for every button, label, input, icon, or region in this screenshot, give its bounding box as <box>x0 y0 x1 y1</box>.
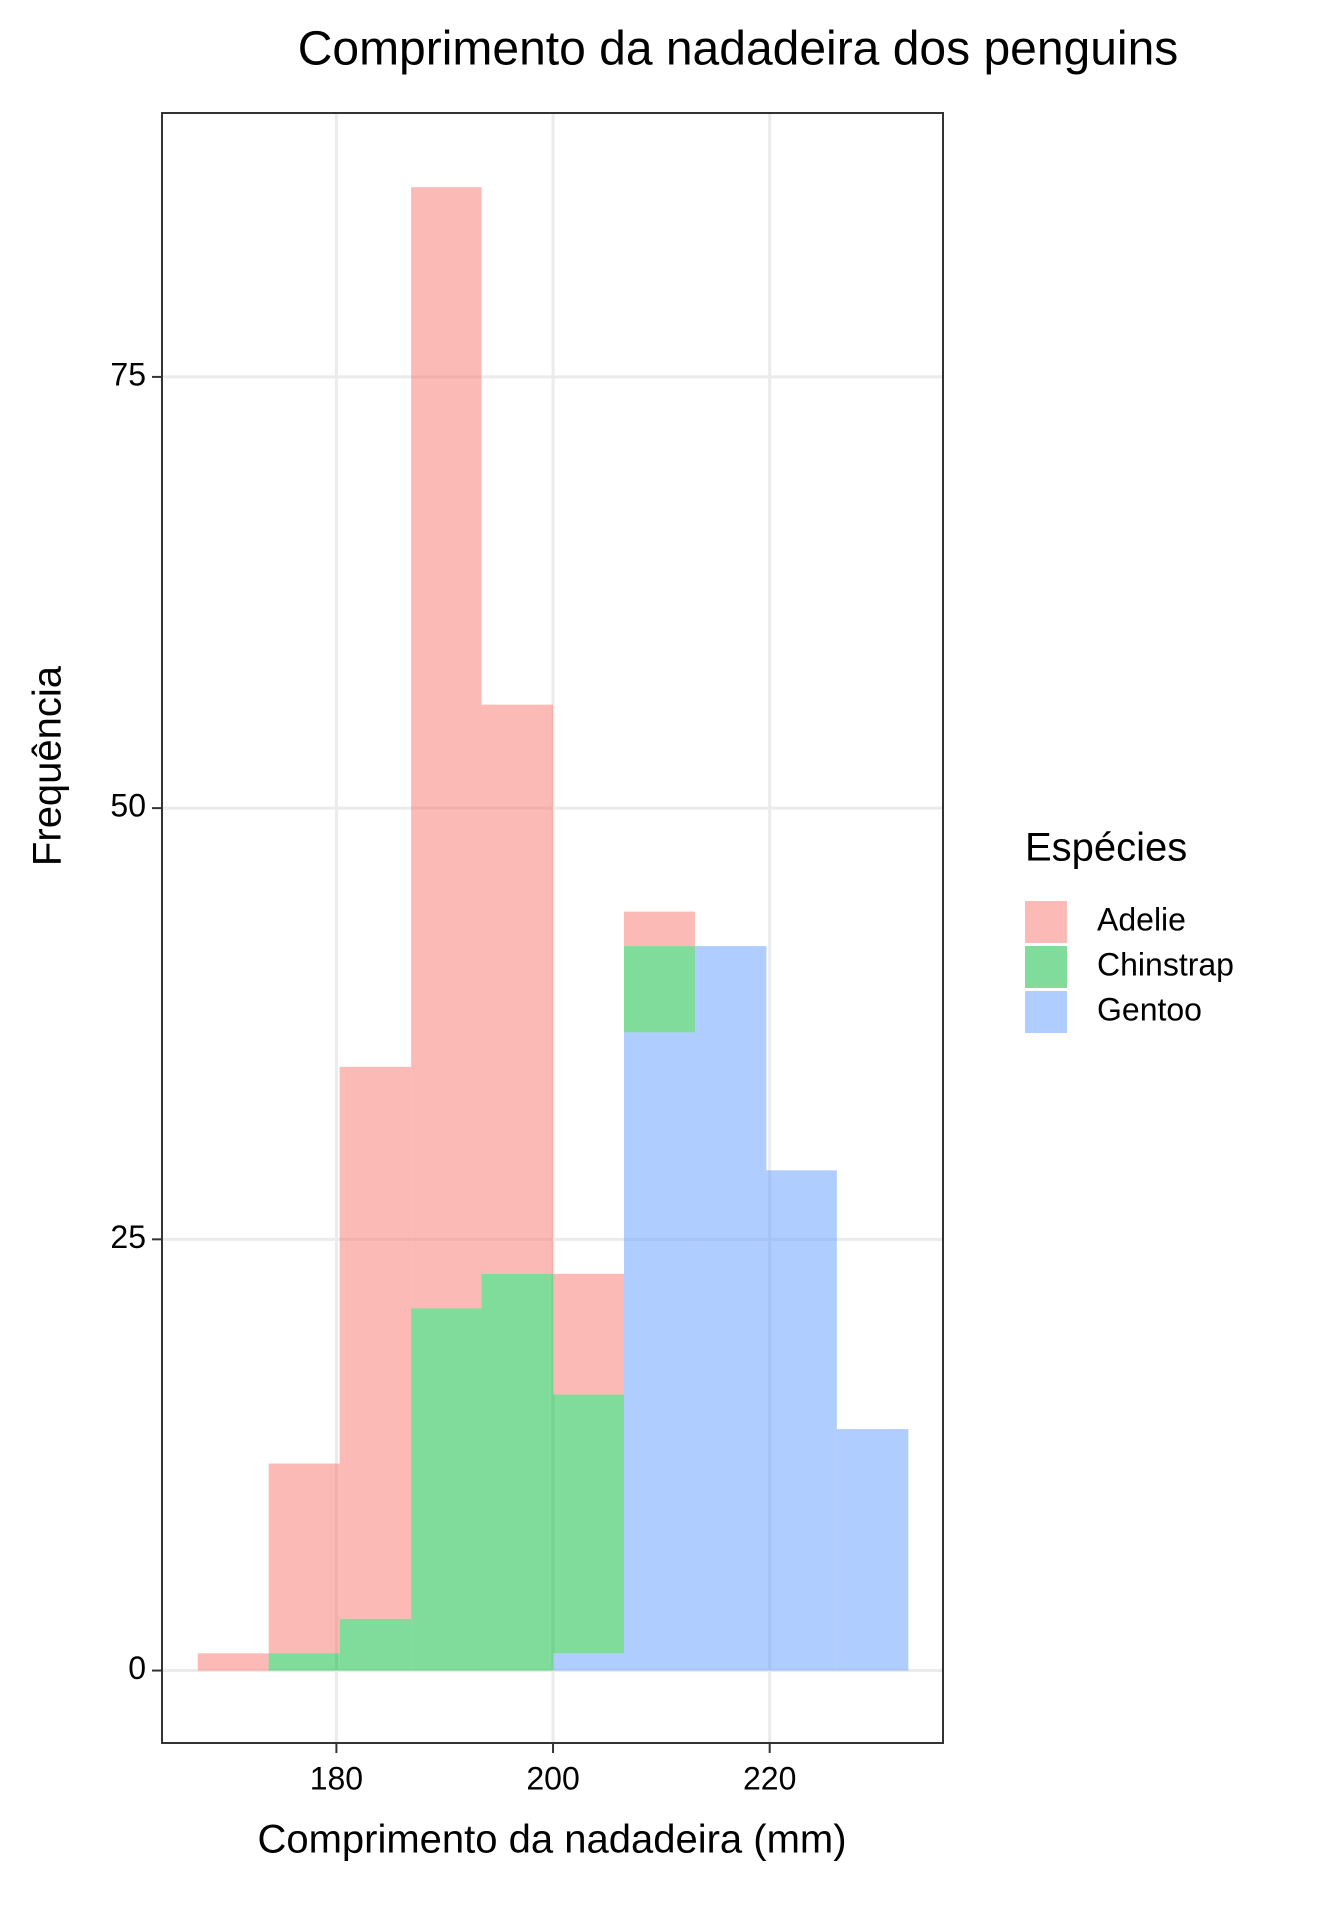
bar <box>268 1463 340 1654</box>
bar <box>553 1394 624 1654</box>
bar <box>339 1618 412 1671</box>
bar <box>623 946 695 1033</box>
bar <box>766 1170 837 1671</box>
bar <box>197 1653 269 1671</box>
bar <box>411 187 482 1309</box>
bar <box>623 911 695 947</box>
bar <box>553 1273 624 1395</box>
bar <box>268 1653 340 1671</box>
bar <box>411 1308 482 1671</box>
legend-swatch <box>1025 946 1067 988</box>
bar <box>339 1066 412 1619</box>
bar <box>836 1429 909 1671</box>
legend-label: Adelie <box>1097 901 1186 937</box>
y-tick-label: 0 <box>128 1650 146 1686</box>
legend-swatch <box>1025 901 1067 943</box>
y-axis-label: Frequência <box>26 665 70 866</box>
x-tick-label: 220 <box>743 1760 796 1796</box>
legend-swatch <box>1025 991 1067 1033</box>
x-tick-label: 200 <box>526 1760 579 1796</box>
chart-title: Comprimento da nadadeira dos penguins <box>298 23 1179 76</box>
y-tick-label: 25 <box>110 1219 146 1255</box>
y-tick-label: 50 <box>110 788 146 824</box>
bar <box>481 1273 554 1671</box>
bar <box>623 1032 695 1671</box>
legend-label: Chinstrap <box>1097 946 1234 982</box>
x-axis-label: Comprimento da nadadeira (mm) <box>257 1818 846 1862</box>
bar <box>481 704 554 1274</box>
bar <box>694 946 767 1671</box>
legend-title: Espécies <box>1025 826 1187 870</box>
bar <box>553 1653 624 1671</box>
legend-label: Gentoo <box>1097 991 1202 1027</box>
y-tick-label: 75 <box>110 356 146 392</box>
x-tick-label: 180 <box>310 1760 363 1796</box>
